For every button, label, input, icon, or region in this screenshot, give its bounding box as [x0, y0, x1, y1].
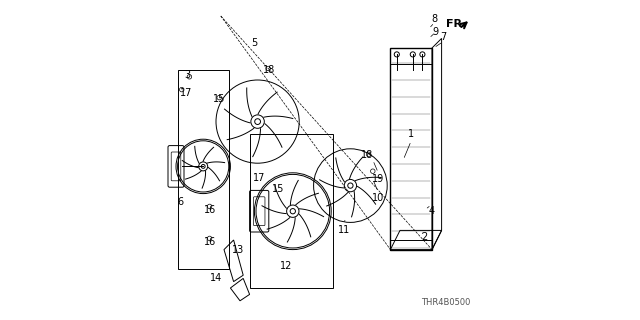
- Text: 5: 5: [252, 38, 257, 48]
- Text: 15: 15: [213, 94, 225, 104]
- Text: 1: 1: [408, 129, 414, 140]
- Text: 6: 6: [178, 196, 184, 207]
- Text: 8: 8: [431, 13, 438, 24]
- Text: 16: 16: [204, 236, 216, 247]
- Text: 14: 14: [210, 273, 222, 284]
- Text: 4: 4: [428, 206, 435, 216]
- Text: 17: 17: [253, 172, 266, 183]
- Text: 16: 16: [204, 204, 216, 215]
- Text: FR.: FR.: [445, 19, 467, 29]
- Text: 2: 2: [421, 232, 427, 242]
- Text: 9: 9: [433, 27, 439, 37]
- Text: 7: 7: [440, 32, 446, 42]
- Text: 18: 18: [361, 150, 374, 160]
- Text: THR4B0500: THR4B0500: [421, 298, 470, 307]
- Text: 13: 13: [232, 244, 244, 255]
- Text: 12: 12: [280, 260, 292, 271]
- Text: 17: 17: [180, 88, 193, 98]
- Text: 19: 19: [372, 174, 385, 184]
- Text: 3: 3: [184, 70, 190, 80]
- Text: 15: 15: [272, 184, 285, 194]
- Text: 18: 18: [262, 65, 275, 76]
- Text: 10: 10: [372, 193, 385, 204]
- Text: 11: 11: [338, 225, 350, 236]
